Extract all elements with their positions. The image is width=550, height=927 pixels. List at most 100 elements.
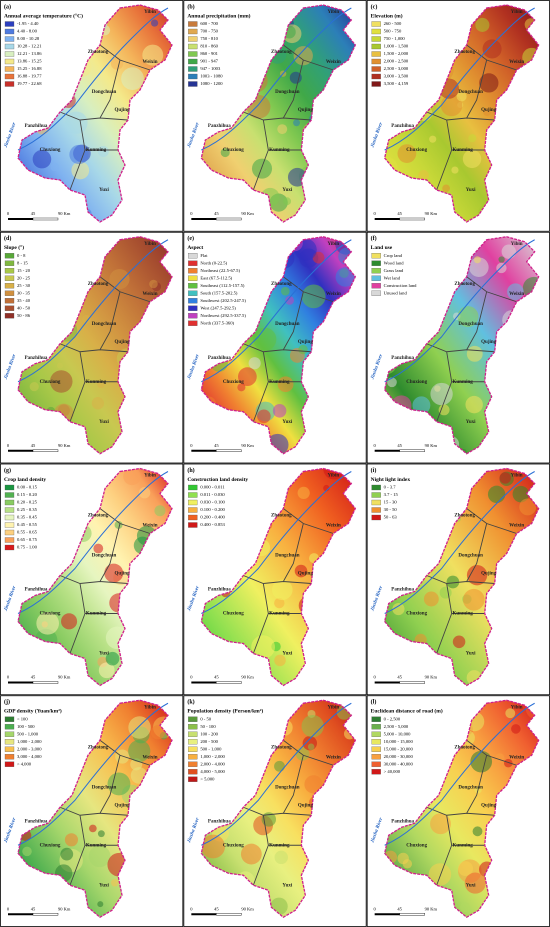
scale-bar	[32, 217, 59, 221]
legend-swatch	[4, 268, 15, 274]
legend-label: 700 - 750	[200, 29, 218, 34]
legend-title: Aspect	[187, 245, 203, 251]
map-patch	[459, 901, 471, 913]
map-patch	[65, 111, 88, 134]
place-label: Weixin	[509, 524, 524, 529]
place-label: Chuxiong	[406, 612, 427, 617]
scale-label: 90 Km	[425, 906, 438, 911]
map-patch	[272, 404, 287, 418]
place-label: Qujing	[298, 108, 314, 113]
legend-label: 15,000 - 20,000	[384, 746, 414, 752]
legend-label: 500 - 1,000	[17, 731, 39, 737]
legend-label: 0.55 - 0.65	[17, 530, 38, 535]
place-label: Kunming	[453, 380, 474, 385]
legend-label: 19.77 - 22.68	[17, 81, 42, 86]
place-label: Yuxi	[99, 420, 109, 425]
place-label: Qujing	[114, 572, 130, 577]
legend-label: 1003 - 1080	[200, 74, 223, 79]
map-patch	[439, 586, 452, 599]
map-patch	[423, 591, 439, 607]
legend-label: 20,000 - 30,000	[384, 754, 414, 760]
map-patch	[248, 357, 261, 370]
legend-label: 0.25 - 0.35	[17, 507, 38, 512]
legend-label: 2,500 - 3,000	[384, 66, 409, 72]
map-patch	[412, 396, 431, 415]
place-label: Yibin	[144, 705, 156, 710]
legend-label: 2,000 - 4,000	[200, 761, 225, 767]
place-label: Yibin	[144, 10, 156, 15]
legend-label: 100 - 200	[200, 731, 218, 736]
map-panel: (e) Aspect Flat North (0-22.5) Northeast (22…	[183, 231, 367, 464]
legend-label: 15 - 20	[17, 268, 31, 273]
legend-label: -1.95 - 4.40	[17, 21, 39, 26]
map-patch	[97, 380, 105, 389]
map-patch	[458, 861, 474, 877]
place-label: Weixin	[509, 292, 524, 297]
panel-label: (k)	[187, 699, 194, 706]
map-patch	[462, 149, 482, 169]
legend-label: 12.21 - 13.86	[17, 51, 42, 56]
legend-label: 1,500 - 2,000	[384, 51, 409, 57]
place-label: Qujing	[481, 803, 497, 808]
legend-swatch	[188, 81, 198, 87]
legend-label: 0.35 - 0.45	[17, 515, 38, 520]
legend-label: 901 - 947	[200, 59, 218, 64]
place-label: Chuxiong	[40, 380, 61, 385]
map-patch	[128, 739, 151, 763]
legend-swatch	[188, 43, 198, 50]
map-patch	[496, 262, 507, 274]
scale-label: 45	[397, 675, 402, 680]
place-label: Panzhihua	[391, 588, 414, 593]
place-label: Yuxi	[282, 188, 292, 193]
legend-swatch	[371, 492, 381, 498]
place-label: Qujing	[114, 340, 130, 345]
legend-title: Slope (°)	[4, 244, 24, 251]
scale-label: 45	[397, 443, 402, 448]
legend-label: 10.28 - 12.21	[17, 44, 42, 49]
map-patch	[307, 743, 315, 751]
legend-label: 50 - 100	[200, 724, 216, 729]
legend-swatch	[4, 537, 15, 543]
map-patch	[283, 197, 292, 206]
river	[201, 239, 352, 383]
map-patch	[392, 602, 405, 616]
district-boundary	[59, 44, 151, 191]
map-patch	[465, 395, 483, 414]
map-patch	[438, 404, 450, 416]
scale-label: 45	[214, 211, 219, 216]
legend-swatch	[188, 769, 198, 775]
map-patch	[440, 94, 463, 117]
legend-label: > 5,000	[200, 776, 215, 782]
river	[384, 471, 535, 614]
legend-title: GDP density (Yuan/km²)	[4, 708, 62, 715]
legend-swatch	[371, 21, 381, 27]
legend-label: 50 - 63	[384, 515, 398, 520]
map-patch	[457, 306, 479, 328]
place-label: Yuxi	[282, 883, 292, 888]
legend-swatch	[188, 724, 198, 730]
place-label: Dongchuan	[92, 90, 117, 95]
legend-label: 0 - 50	[200, 716, 211, 721]
map-patch	[22, 846, 32, 857]
map-patch	[285, 295, 295, 305]
map-patch	[253, 327, 277, 351]
legend-swatch	[4, 731, 15, 737]
map-patch	[501, 244, 516, 259]
place-label: Zhaotong	[88, 514, 109, 519]
scale-label: 90 Km	[58, 443, 71, 448]
place-label: Panzhihua	[25, 588, 48, 593]
map-patch	[97, 145, 109, 157]
map-panel: (h) Construction land density 0.000 - 0.01…	[183, 463, 367, 696]
legend-swatch	[188, 716, 198, 722]
map-patch	[397, 144, 417, 163]
map-panel: (g) Crop land density 0.00 - 0.15 0.15 - 0.…	[0, 463, 184, 696]
legend-swatch	[188, 754, 198, 760]
map-patch	[274, 850, 288, 865]
place-label: Qujing	[298, 340, 314, 345]
map-patch	[479, 73, 499, 93]
place-label: Yibin	[144, 474, 156, 479]
place-label: Qujing	[481, 572, 497, 577]
legend-title: Construction land density	[187, 477, 248, 483]
map-patch	[93, 543, 104, 554]
